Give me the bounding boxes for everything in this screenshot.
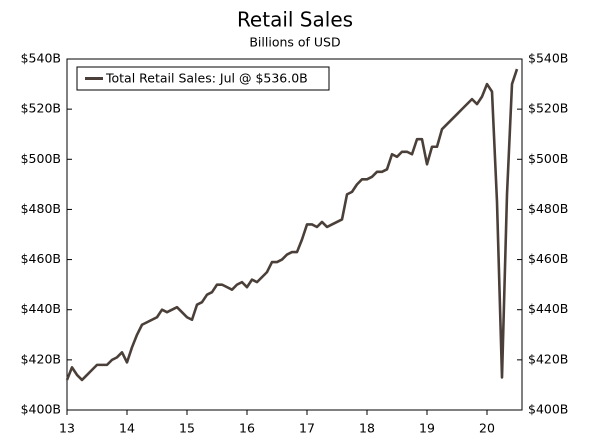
legend-box [76, 66, 330, 91]
y2-tick-label: $480B [528, 201, 568, 216]
x-tick-label: 19 [419, 421, 435, 436]
chart-title: Retail Sales [237, 8, 353, 32]
y2-tick-label: $500B [528, 151, 568, 166]
y2-tick-label: $540B [528, 51, 568, 66]
y2-tick-label: $520B [528, 101, 568, 116]
y-tick-label: $480B [21, 201, 61, 216]
x-tick-label: 16 [239, 421, 255, 436]
x-tick-label: 20 [479, 421, 495, 436]
x-tick-label: 14 [119, 421, 135, 436]
y-tick-label: $400B [21, 402, 61, 417]
x-tick-label: 15 [179, 421, 195, 436]
y-tick-label: $460B [21, 251, 61, 266]
y2-tick-label: $420B [528, 351, 568, 366]
series-line [65, 68, 519, 382]
y2-tick-label: $400B [528, 402, 568, 417]
y2-tick-label: $460B [528, 251, 568, 266]
chart-subtitle: Billions of USD [249, 35, 340, 50]
x-tick-label: 17 [299, 421, 315, 436]
x-tick-label: 13 [59, 421, 75, 436]
legend-label: Total Retail Sales: Jul @ $536.0B [105, 71, 308, 86]
y-tick-label: $420B [21, 351, 61, 366]
y2-tick-label: $440B [528, 301, 568, 316]
plot-frame [66, 58, 523, 411]
y-tick-label: $500B [21, 151, 61, 166]
y-tick-label: $520B [21, 101, 61, 116]
y-tick-label: $440B [21, 301, 61, 316]
y-tick-label: $540B [21, 51, 61, 66]
x-tick-label: 18 [359, 421, 375, 436]
